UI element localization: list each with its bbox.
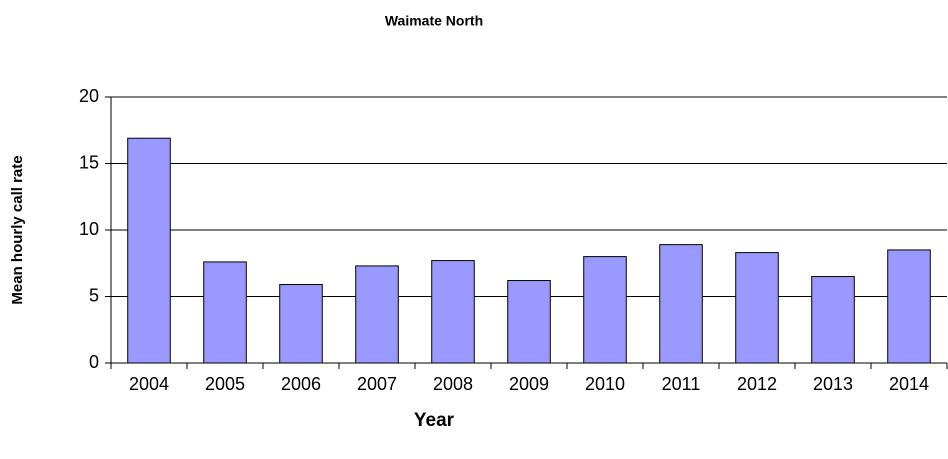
x-tick-label: 2010	[585, 374, 625, 394]
bar	[431, 260, 475, 364]
y-tick-label: 20	[79, 86, 99, 106]
x-tick-label: 2006	[281, 374, 321, 394]
y-tick-label: 10	[79, 219, 99, 239]
bar	[887, 249, 931, 364]
bar	[127, 137, 171, 364]
y-tick-label: 0	[89, 352, 99, 372]
y-axis-label: Mean hourly call rate	[9, 155, 26, 304]
y-tick-label: 5	[89, 285, 99, 305]
chart-title: Waimate North	[385, 13, 483, 29]
x-tick-label: 2004	[129, 374, 169, 394]
bar	[507, 280, 551, 364]
x-tick-label: 2014	[889, 374, 929, 394]
x-tick-label: 2007	[357, 374, 397, 394]
x-axis-label: Year	[414, 410, 455, 431]
bar	[811, 276, 855, 364]
bar	[735, 252, 779, 364]
y-tick-label: 15	[79, 152, 99, 172]
x-tick-label: 2011	[662, 374, 701, 394]
bar	[279, 284, 323, 364]
x-tick-label: 2008	[433, 374, 473, 394]
bar	[355, 265, 399, 364]
bar	[583, 256, 627, 364]
x-tick-label: 2013	[813, 374, 853, 394]
x-tick-label: 2009	[509, 374, 549, 394]
x-tick-label: 2012	[737, 374, 777, 394]
bar	[659, 244, 703, 364]
bar	[203, 261, 247, 364]
x-tick-label: 2005	[205, 374, 245, 394]
